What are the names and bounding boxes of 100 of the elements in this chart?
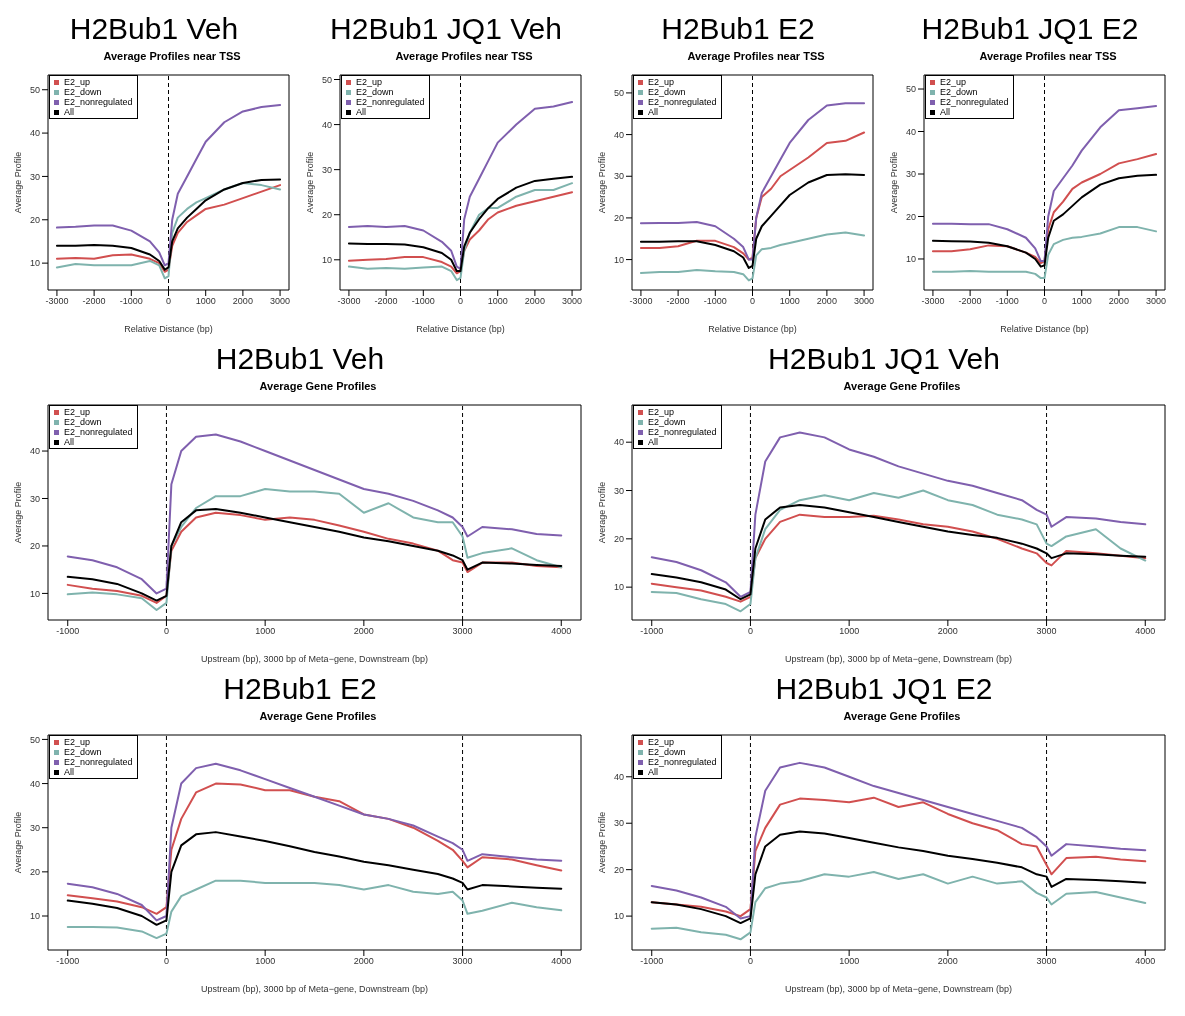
x-tick-label: -1000	[640, 626, 664, 637]
y-tick-label: 40	[613, 129, 624, 140]
x-tick-label: 1000	[1071, 296, 1092, 307]
legend-label: E2_up	[356, 77, 383, 87]
line-series	[639, 231, 866, 282]
x-tick-label: 3000	[562, 296, 583, 307]
chart-title: H2Bub1 JQ1 E2	[920, 11, 1140, 47]
x-tick-label: 2000	[937, 956, 958, 967]
y-tick-label: 50	[905, 84, 916, 95]
x-axis-title: Upstream (bp), 3000 bp of Meta−gene, Downstream (bp)	[201, 984, 428, 994]
x-tick-label: -2000	[666, 296, 690, 307]
y-axis-title: Average Profile	[13, 811, 24, 874]
y-tick-label: 10	[613, 911, 624, 922]
legend-label: E2_nonregulated	[940, 97, 1009, 107]
x-tick-label: -3000	[45, 296, 69, 307]
y-tick-label: 20	[613, 534, 624, 545]
x-tick-label: -2000	[82, 296, 106, 307]
x-tick-label: 1000	[487, 296, 508, 307]
y-tick-label: 10	[29, 258, 40, 269]
y-tick-label: 10	[905, 254, 916, 265]
chart-subtitle: Average Gene Profiles	[258, 380, 378, 394]
y-tick-label: 10	[321, 255, 332, 265]
chart-title: H2Bub1 E2	[660, 11, 816, 47]
x-tick-label: 3000	[854, 296, 875, 307]
x-tick-label: 1000	[839, 956, 860, 967]
legend-label: E2_nonregulated	[648, 757, 717, 767]
legend-label: E2_up	[64, 737, 91, 747]
x-tick-label: -1000	[703, 296, 727, 307]
x-tick-label: -3000	[629, 296, 653, 307]
legend-label: E2_down	[64, 747, 102, 757]
legend-label: All	[940, 107, 951, 117]
line-series	[639, 131, 866, 261]
legend-label: E2_down	[648, 417, 686, 427]
x-tick-label: 3000	[1146, 296, 1167, 307]
y-axis-title: Average Profile	[597, 811, 608, 874]
y-tick-label: 20	[29, 214, 40, 225]
x-axis-title: Relative Distance (bp)	[708, 324, 797, 334]
legend-label: All	[64, 437, 75, 447]
x-tick-label: 2000	[353, 626, 374, 637]
chart-subtitle: Average Profiles near TSS	[978, 50, 1118, 64]
x-tick-label: -2000	[374, 296, 398, 307]
legend-label: E2_up	[940, 77, 967, 87]
chart-title: H2Bub1 JQ1 Veh	[329, 11, 563, 47]
x-tick-label: 2000	[1108, 296, 1129, 307]
line-series	[650, 489, 1147, 613]
x-tick-label: 3000	[452, 626, 473, 637]
chart-subtitle: Average Profiles near TSS	[686, 50, 826, 64]
x-axis-title: Upstream (bp), 3000 bp of Meta−gene, Downstream (bp)	[785, 654, 1012, 664]
y-axis-title: Average Profile	[597, 151, 608, 214]
y-axis-title: Average Profile	[597, 481, 608, 544]
y-tick-label: 20	[321, 209, 332, 220]
x-tick-label: 0	[1041, 296, 1048, 307]
legend-label: E2_nonregulated	[648, 427, 717, 437]
x-tick-label: 0	[457, 296, 464, 307]
x-tick-label: 1000	[779, 296, 800, 307]
y-tick-label: 50	[321, 74, 332, 85]
chart-title: H2Bub1 JQ1 E2	[774, 671, 994, 707]
legend-label: E2_nonregulated	[64, 97, 133, 107]
y-tick-label: 30	[613, 485, 624, 496]
legend-label: E2_up	[648, 407, 675, 417]
x-tick-label: 4000	[1135, 956, 1156, 967]
legend-label: E2_nonregulated	[356, 97, 425, 107]
x-tick-label: -1000	[411, 296, 435, 307]
y-tick-label: 30	[29, 171, 40, 182]
x-tick-label: 2000	[232, 296, 253, 307]
line-series	[66, 488, 563, 612]
x-tick-label: -3000	[337, 296, 361, 307]
legend-label: E2_down	[940, 87, 978, 97]
x-tick-label: -1000	[119, 296, 143, 307]
legend-label: All	[64, 107, 75, 117]
legend-label: E2_down	[356, 87, 394, 97]
x-tick-label: 4000	[551, 626, 572, 637]
line-series	[931, 105, 1158, 263]
x-tick-label: 4000	[1135, 626, 1156, 637]
y-tick-label: 10	[29, 911, 40, 922]
x-tick-label: -1000	[56, 956, 80, 967]
x-tick-label: 2000	[937, 626, 958, 637]
x-tick-label: 0	[163, 626, 169, 637]
y-tick-label: 40	[613, 437, 624, 448]
chart-title: H2Bub1 Veh	[68, 11, 240, 47]
y-tick-label: 50	[29, 734, 40, 745]
y-tick-label: 40	[613, 771, 624, 782]
y-axis-title: Average Profile	[889, 151, 900, 214]
y-tick-label: 40	[29, 778, 40, 789]
line-series	[650, 870, 1147, 941]
x-tick-label: 0	[165, 296, 172, 307]
y-tick-label: 10	[613, 582, 624, 593]
x-tick-label: 3000	[452, 956, 473, 967]
y-tick-label: 10	[613, 254, 624, 265]
legend-label: All	[64, 767, 75, 777]
legend-label: E2_nonregulated	[64, 757, 133, 767]
y-tick-label: 20	[613, 864, 624, 875]
y-tick-label: 20	[905, 211, 916, 222]
x-tick-label: 2000	[353, 956, 374, 967]
chart-title: H2Bub1 Veh	[214, 341, 386, 377]
x-tick-label: 4000	[551, 956, 572, 967]
y-tick-label: 40	[905, 126, 916, 137]
chart-subtitle: Average Gene Profiles	[842, 710, 962, 724]
y-tick-label: 30	[29, 493, 40, 504]
legend-label: E2_up	[64, 407, 91, 417]
